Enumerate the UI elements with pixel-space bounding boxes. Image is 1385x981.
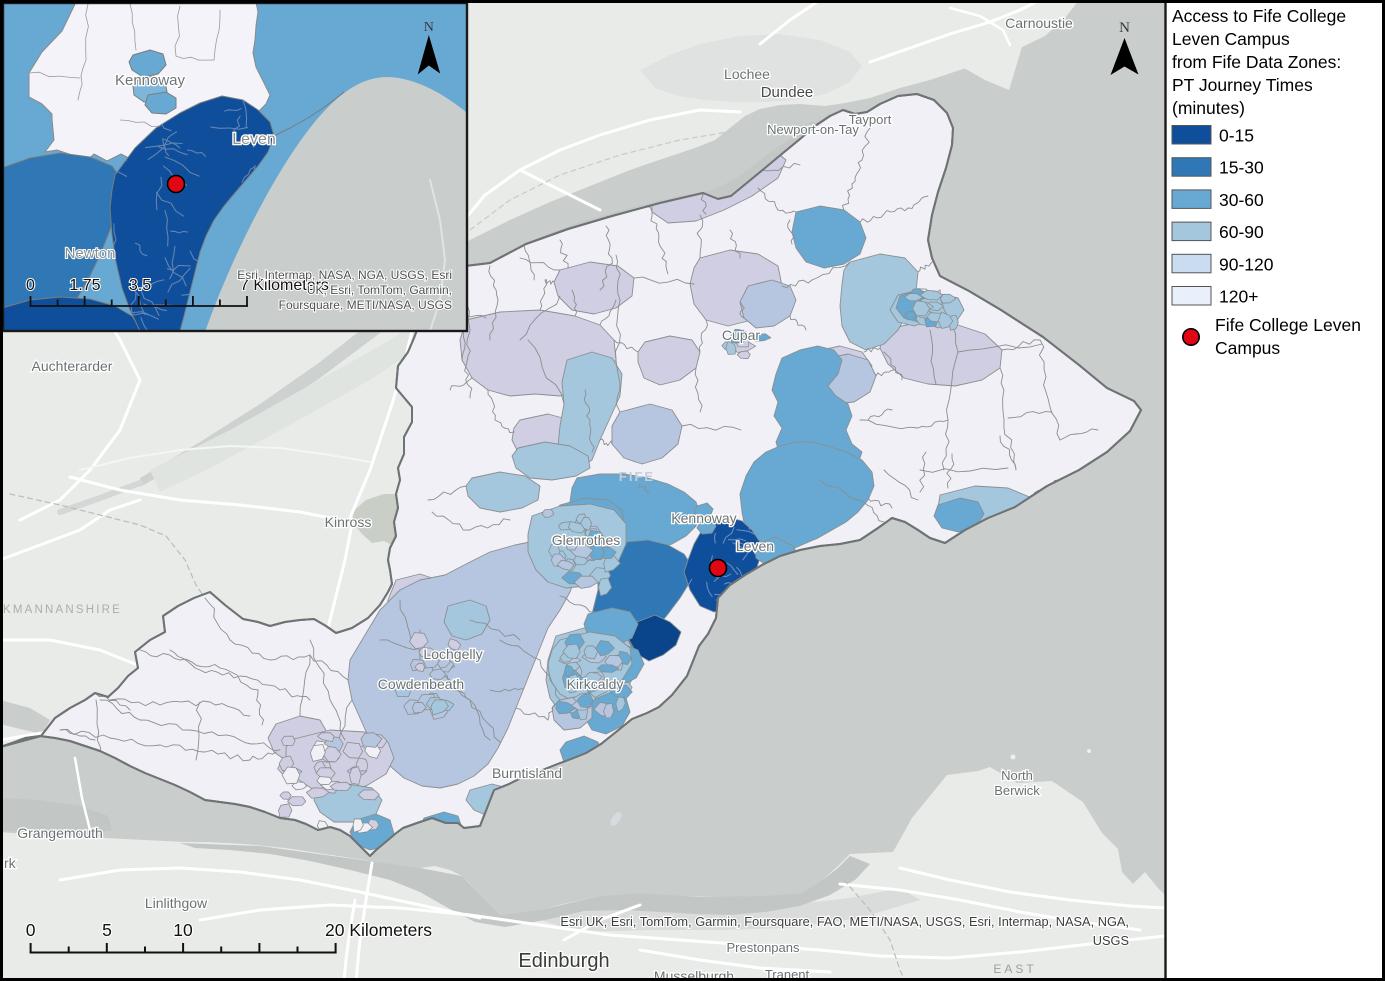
svg-text:Burntisland: Burntisland [492,765,562,781]
svg-text:Kennoway: Kennoway [115,72,186,89]
svg-text:Tranent: Tranent [765,967,810,981]
svg-text:Musselburgh: Musselburgh [654,968,734,981]
svg-text:Glenrothes: Glenrothes [552,532,620,548]
svg-text:0: 0 [26,920,36,940]
svg-text:FIFE: FIFE [619,469,655,484]
svg-text:Linlithgow: Linlithgow [145,895,208,911]
svg-text:Auchterarder: Auchterarder [32,358,113,374]
svg-text:Leven: Leven [736,538,774,554]
svg-text:Cowdenbeath: Cowdenbeath [378,676,464,692]
svg-text:0-15: 0-15 [1219,126,1254,146]
svg-text:Grangemouth: Grangemouth [17,825,103,841]
svg-text:Tranent: Tranent [765,967,810,981]
svg-text:Kinross: Kinross [325,514,372,530]
svg-text:Auchterarder: Auchterarder [32,358,113,374]
svg-text:Berwick: Berwick [994,783,1040,798]
svg-text:Dundee: Dundee [761,84,814,101]
svg-text:Berwick: Berwick [994,783,1040,798]
svg-text:Prestonpans: Prestonpans [727,940,800,955]
svg-text:20 Kilometers: 20 Kilometers [325,920,432,940]
svg-text:EAST: EAST [993,962,1036,976]
svg-text:Prestonpans: Prestonpans [727,940,800,955]
svg-text:Leven: Leven [232,131,276,148]
svg-text:Leven: Leven [232,131,276,148]
svg-text:90-120: 90-120 [1219,254,1274,274]
svg-text:1.75: 1.75 [69,277,100,294]
svg-text:1.75: 1.75 [69,277,100,294]
svg-text:Cowdenbeath: Cowdenbeath [378,676,464,692]
svg-text:120+: 120+ [1219,287,1258,307]
svg-text:Carnoustie: Carnoustie [1005,15,1073,31]
svg-text:7 Kilometers: 7 Kilometers [240,277,329,294]
svg-text:N: N [424,20,434,35]
svg-text:Access to Fife College: Access to Fife College [1172,6,1346,26]
svg-text:Lochgelly: Lochgelly [423,646,482,662]
svg-text:Kennoway: Kennoway [115,72,186,89]
svg-text:North: North [1001,768,1033,783]
svg-text:North: North [1001,768,1033,783]
svg-text:Dundee: Dundee [761,84,814,101]
svg-text:Tayport: Tayport [849,112,892,127]
svg-text:0: 0 [26,920,36,940]
svg-text:UK, Esri, TomTom, Garmin,: UK, Esri, TomTom, Garmin, [307,283,452,297]
svg-text:Edinburgh: Edinburgh [518,950,609,972]
svg-text:Kirkcaldy: Kirkcaldy [567,676,624,692]
svg-text:60-90: 60-90 [1219,222,1264,242]
svg-text:5: 5 [102,920,112,940]
svg-text:Esri UK, Esri, TomTom, Garmin,: Esri UK, Esri, TomTom, Garmin, Foursquar… [560,914,1129,929]
svg-text:Kennoway: Kennoway [671,510,736,526]
svg-text:Burntisland: Burntisland [492,765,562,781]
svg-text:Linlithgow: Linlithgow [145,895,208,911]
svg-text:Kirkcaldy: Kirkcaldy [567,676,624,692]
svg-text:Cupar: Cupar [722,327,760,343]
svg-text:Leven: Leven [736,538,774,554]
svg-text:3.5: 3.5 [129,277,151,294]
svg-text:Leven Campus: Leven Campus [1172,29,1290,49]
svg-text:Lochee: Lochee [724,66,770,82]
svg-text:Campus: Campus [1215,338,1280,358]
svg-text:PT Journey Times: PT Journey Times [1172,75,1313,95]
svg-text:from Fife Data Zones:: from Fife Data Zones: [1172,52,1341,72]
svg-text:30-60: 30-60 [1219,190,1264,210]
svg-text:USGS: USGS [1093,933,1129,948]
svg-text:Lochee: Lochee [724,66,770,82]
svg-text:15-30: 15-30 [1219,158,1264,178]
svg-text:Esri, Intermap, NASA, NGA, USG: Esri, Intermap, NASA, NGA, USGS, Esri [237,268,452,282]
svg-text:(minutes): (minutes) [1172,98,1245,118]
svg-text:3.5: 3.5 [129,277,151,294]
svg-text:Newton: Newton [65,245,116,262]
svg-text:Esri, Intermap, NASA, NGA, USG: Esri, Intermap, NASA, NGA, USGS, Esri [237,268,452,282]
svg-text:Carnoustie: Carnoustie [1005,15,1073,31]
svg-text:KMANNANSHIRE: KMANNANSHIRE [3,604,122,616]
svg-text:Cupar: Cupar [722,327,760,343]
svg-text:Newton: Newton [65,245,116,262]
svg-text:N: N [1119,20,1130,36]
svg-text:Kennoway: Kennoway [671,510,736,526]
svg-text:Musselburgh: Musselburgh [654,968,734,981]
svg-text:Foursquare, METI/NASA, USGS: Foursquare, METI/NASA, USGS [279,298,452,312]
svg-text:7 Kilometers: 7 Kilometers [240,277,329,294]
svg-text:Fife College Leven: Fife College Leven [1215,315,1361,335]
svg-text:Edinburgh: Edinburgh [518,950,609,972]
svg-text:rk: rk [4,855,17,871]
svg-text:Foursquare, METI/NASA, USGS: Foursquare, METI/NASA, USGS [279,298,452,312]
svg-text:Grangemouth: Grangemouth [17,825,103,841]
svg-text:Tayport: Tayport [849,112,892,127]
svg-text:USGS: USGS [1093,933,1129,948]
svg-text:Lochgelly: Lochgelly [423,646,482,662]
svg-text:0: 0 [26,277,35,294]
svg-text:UK, Esri, TomTom, Garmin,: UK, Esri, TomTom, Garmin, [307,283,452,297]
svg-text:20 Kilometers: 20 Kilometers [325,920,432,940]
svg-text:0: 0 [26,277,35,294]
svg-text:Glenrothes: Glenrothes [552,532,620,548]
svg-text:Newport-on-Tay: Newport-on-Tay [767,122,859,137]
svg-text:10: 10 [173,920,193,940]
svg-text:rk: rk [4,855,17,871]
svg-text:Newport-on-Tay: Newport-on-Tay [767,122,859,137]
svg-text:Kinross: Kinross [325,514,372,530]
svg-text:10: 10 [173,920,193,940]
svg-text:Esri UK, Esri, TomTom, Garmin,: Esri UK, Esri, TomTom, Garmin, Foursquar… [560,914,1129,929]
svg-text:5: 5 [102,920,112,940]
